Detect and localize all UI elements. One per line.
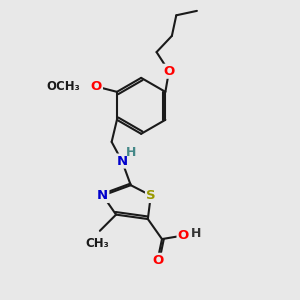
Text: O: O — [152, 254, 163, 267]
Text: N: N — [97, 189, 108, 202]
Text: S: S — [146, 189, 156, 202]
Text: CH₃: CH₃ — [85, 237, 109, 250]
Text: O: O — [178, 229, 189, 242]
Text: H: H — [126, 146, 136, 159]
Text: N: N — [116, 154, 128, 167]
Text: O: O — [91, 80, 102, 93]
Text: O: O — [163, 65, 175, 78]
Text: OCH₃: OCH₃ — [46, 80, 80, 93]
Text: H: H — [191, 227, 202, 240]
